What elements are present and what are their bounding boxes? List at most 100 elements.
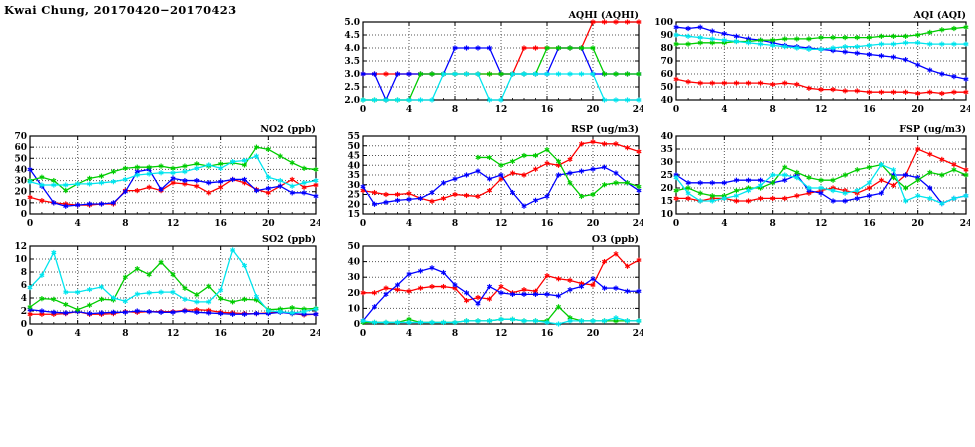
series-marker	[241, 312, 248, 317]
x-tick-label: 0	[360, 329, 366, 339]
series-day1	[673, 76, 969, 97]
series-marker	[697, 35, 703, 40]
series-marker	[452, 177, 458, 181]
series-marker	[170, 310, 176, 315]
series-day1	[360, 251, 642, 304]
x-tick-label: 12	[815, 105, 828, 115]
x-tick-label: 8	[122, 219, 128, 229]
series-marker	[567, 157, 573, 162]
y-tick-label: 12	[14, 242, 27, 252]
series-marker	[218, 166, 224, 171]
series-marker	[475, 72, 481, 76]
y-tick-label: 40	[660, 132, 673, 142]
series-marker	[301, 180, 307, 185]
series-marker	[440, 320, 447, 325]
series-marker	[51, 250, 57, 255]
series-marker	[110, 310, 116, 315]
series-marker	[555, 173, 562, 177]
panel-title-o3: O3 (ppb)	[592, 234, 639, 245]
y-tick-label: 0	[354, 320, 360, 330]
series-marker	[440, 284, 447, 289]
series-marker	[206, 284, 212, 289]
series-marker	[794, 82, 800, 87]
series-marker	[830, 188, 836, 193]
series-marker	[360, 290, 366, 295]
y-tick-label: 50	[347, 242, 360, 252]
series-marker	[842, 50, 848, 54]
series-marker	[406, 289, 412, 294]
series-marker	[830, 178, 836, 183]
y-tick-label: 4.5	[344, 31, 360, 41]
series-marker	[498, 317, 504, 322]
series-marker	[87, 311, 93, 316]
series-marker	[806, 37, 812, 41]
series-marker	[498, 284, 504, 289]
series-marker	[951, 42, 957, 46]
series-marker	[915, 63, 921, 67]
chart-panel-rsp: RSP (ug/m3) 15 20 25 30 35 40 45 50 55 0 4 8 12 16 20 24	[337, 122, 643, 234]
series-marker	[146, 165, 152, 170]
series-marker	[241, 163, 248, 167]
series-marker	[567, 315, 573, 320]
series-marker	[98, 311, 105, 315]
series-day1	[27, 176, 319, 208]
series-marker	[866, 43, 872, 48]
series-marker	[110, 169, 116, 174]
x-tick-label: 24	[310, 329, 320, 339]
series-marker	[301, 166, 307, 171]
series-marker	[927, 170, 933, 175]
series-marker	[134, 173, 140, 177]
series-marker	[134, 165, 140, 170]
series-marker	[951, 196, 957, 201]
series-marker	[182, 178, 188, 183]
series-marker	[866, 90, 872, 95]
series-marker	[613, 141, 619, 146]
series-marker	[770, 196, 776, 201]
series-marker	[122, 310, 128, 315]
series-marker	[830, 46, 836, 50]
series-marker	[521, 287, 527, 292]
series-marker	[590, 319, 596, 323]
series-marker	[939, 91, 945, 96]
y-tick-label: 10	[660, 210, 673, 220]
x-tick-label: 16	[863, 219, 876, 229]
series-marker	[39, 273, 45, 278]
series-marker	[146, 309, 152, 314]
series-marker	[532, 289, 539, 294]
x-tick-label: 8	[452, 329, 458, 339]
series-marker	[253, 311, 259, 316]
x-tick-label: 0	[360, 219, 366, 229]
series-marker	[636, 20, 642, 24]
series-marker	[685, 79, 691, 84]
series-marker	[206, 311, 212, 315]
series-marker	[521, 72, 527, 76]
x-tick-label: 8	[770, 105, 776, 115]
series-marker	[721, 38, 727, 43]
series-marker	[818, 35, 824, 40]
panel-title-aqi: AQI (AQI)	[913, 10, 966, 21]
series-marker	[289, 191, 295, 195]
series-marker	[733, 199, 739, 203]
series-marker	[806, 186, 812, 190]
series-marker	[170, 166, 176, 171]
panel-title-no2: NO2 (ppb)	[260, 124, 316, 135]
y-tick-label: 10	[14, 199, 27, 209]
x-tick-label: 20	[587, 219, 600, 229]
series-marker	[158, 164, 164, 168]
y-tick-label: 5.0	[344, 18, 360, 28]
series-marker	[927, 68, 933, 72]
series-marker	[75, 290, 81, 294]
y-tick-label: 60	[14, 143, 27, 153]
y-tick-label: 6	[21, 281, 27, 291]
y-tick-label: 10	[347, 304, 360, 314]
x-tick-label: 16	[863, 105, 876, 115]
series-marker	[578, 194, 585, 199]
series-marker	[158, 310, 164, 315]
x-tick-label: 4	[75, 219, 81, 229]
series-marker	[475, 169, 481, 173]
series-marker	[567, 278, 573, 283]
series-marker	[758, 42, 764, 46]
series-marker	[782, 165, 788, 170]
x-tick-label: 16	[214, 219, 227, 229]
series-marker	[253, 154, 259, 158]
